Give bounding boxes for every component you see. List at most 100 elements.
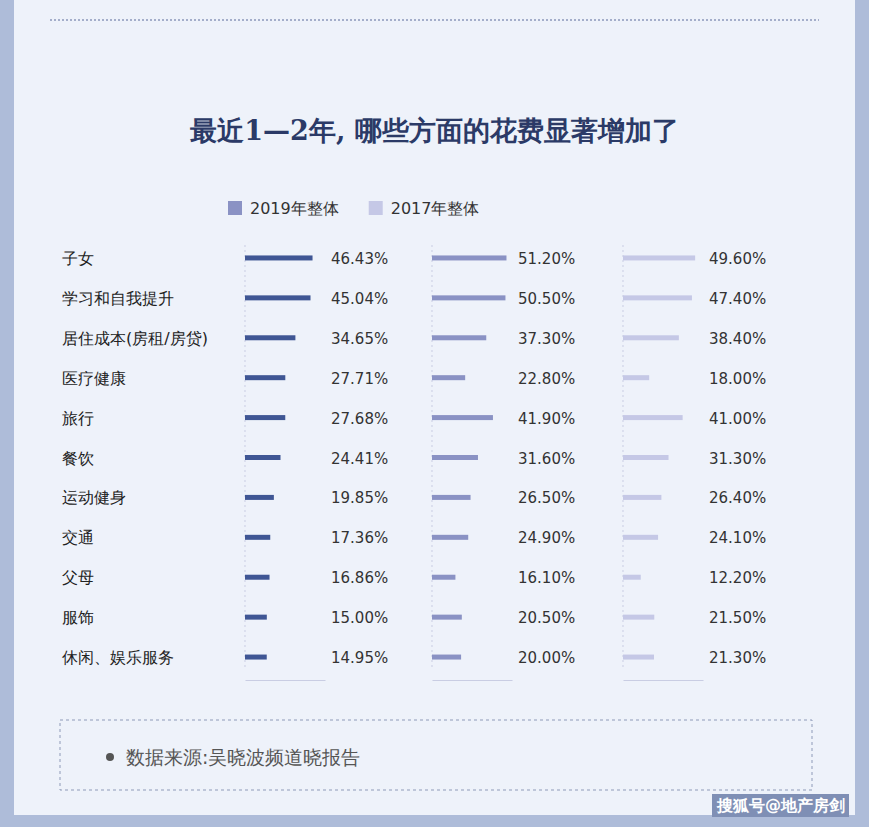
- bar: [245, 295, 311, 300]
- bullet: [106, 753, 114, 761]
- bar: [623, 295, 692, 300]
- legend-swatch: [228, 201, 242, 215]
- data-label: 26.40%: [709, 489, 766, 507]
- data-label: 20.50%: [518, 609, 575, 627]
- bar: [623, 375, 649, 380]
- data-label: 45.04%: [331, 290, 388, 308]
- data-label: 49.60%: [709, 250, 766, 268]
- data-labels: 49.60% 47.40% 38.40% 18.00% 41.00% 31.30% 26.4…: [709, 250, 766, 667]
- bars: [432, 255, 506, 659]
- data-label: 21.30%: [709, 649, 766, 667]
- bar: [623, 615, 654, 620]
- category-label: 运动健身: [62, 488, 126, 507]
- bar: [245, 535, 270, 540]
- bars: [245, 255, 313, 659]
- category-label: 居住成本(房租/房贷): [62, 329, 208, 348]
- category-labels: 子女学习和自我提升居住成本(房租/房贷) 医疗健康旅行餐饮运动健身交通父母服饰休闲…: [62, 249, 208, 667]
- bar: [245, 575, 270, 580]
- category-label: 交通: [62, 528, 94, 547]
- data-label: 16.86%: [331, 569, 388, 587]
- data-label: 31.60%: [518, 450, 575, 468]
- bar: [245, 495, 274, 500]
- bar: [245, 415, 285, 420]
- axis-line: [624, 680, 704, 681]
- data-label: 26.50%: [518, 489, 575, 507]
- data-labels: 51.20%50.50%37.30%22.80%41.90%31.60%26.5…: [518, 250, 575, 667]
- watermark-bg: [712, 794, 849, 817]
- bar: [432, 415, 493, 420]
- data-label: 38.40%: [709, 330, 766, 348]
- axis-line: [246, 680, 326, 681]
- data-label: 34.65%: [331, 330, 388, 348]
- x-axis: [246, 680, 326, 681]
- data-label: 12.20%: [709, 569, 766, 587]
- legend-swatch: [369, 201, 383, 215]
- x-axis: [624, 680, 704, 681]
- bar: [432, 615, 462, 620]
- bar: [623, 255, 695, 260]
- background: [0, 0, 869, 827]
- axis-line: [433, 680, 513, 681]
- data-label: 41.00%: [709, 410, 766, 428]
- data-label: 31.30%: [709, 450, 766, 468]
- bar: [432, 535, 468, 540]
- bar: [245, 655, 267, 660]
- source: 数据来源:吴晓波频道晓报告: [126, 746, 360, 768]
- category-label: 子女: [62, 249, 94, 268]
- data-label: 18.00%: [709, 370, 766, 388]
- data-label: 37.30%: [518, 330, 575, 348]
- data-label: 51.20%: [518, 250, 575, 268]
- data-label: 24.90%: [518, 529, 575, 547]
- panel: [14, 0, 855, 815]
- bar: [623, 495, 661, 500]
- data-label: 20.00%: [518, 649, 575, 667]
- data-label: 19.85%: [331, 489, 388, 507]
- data-label: 46.43%: [331, 250, 388, 268]
- bar: [432, 335, 486, 340]
- bar: [245, 335, 295, 340]
- bar: [623, 415, 683, 420]
- data-label: 17.36%: [331, 529, 388, 547]
- bar: [623, 455, 669, 460]
- bar: [245, 615, 267, 620]
- bar: [623, 575, 641, 580]
- bar: [432, 495, 471, 500]
- bar: [432, 575, 455, 580]
- data-label: 24.10%: [709, 529, 766, 547]
- bars: [623, 255, 695, 659]
- bar: [245, 455, 281, 460]
- data-label: 15.00%: [331, 609, 388, 627]
- category-label: 休闲、娱乐服务: [62, 648, 174, 667]
- bar: [432, 255, 506, 260]
- bar: [623, 655, 654, 660]
- category-label: 服饰: [62, 608, 94, 627]
- bar: [623, 335, 679, 340]
- data-label: 50.50%: [518, 290, 575, 308]
- category-label: 父母: [62, 568, 94, 587]
- x-axis: [433, 680, 513, 681]
- bar: [432, 655, 461, 660]
- divider: [50, 20, 819, 21]
- category-label: 餐饮: [62, 449, 94, 468]
- bar: [245, 375, 285, 380]
- category-label: 医疗健康: [62, 369, 126, 388]
- bar: [432, 295, 505, 300]
- legend-label: 2019年整体: [250, 199, 339, 218]
- bar: [245, 255, 313, 260]
- data-label: 41.90%: [518, 410, 575, 428]
- watermark: 搜狐号@地产房剑: [716, 796, 845, 815]
- legend: 2019年整体 2017年整体: [228, 199, 479, 218]
- data-label: 14.95%: [331, 649, 388, 667]
- source-box: [60, 720, 812, 790]
- bar: [432, 375, 465, 380]
- legend-label: 2017年整体: [391, 199, 480, 218]
- chart: 最近1—2年, 哪些方面的花费显著增加了 2019年整体 2017年整体子女学习和自…: [0, 0, 869, 827]
- data-label: 16.10%: [518, 569, 575, 587]
- category-label: 学习和自我提升: [62, 289, 174, 308]
- bar: [432, 455, 478, 460]
- data-labels: 46.43%45.04%34.65%27.71%27.68%24.41%19.8…: [331, 250, 388, 667]
- category-label: 旅行: [62, 409, 94, 428]
- title: 最近1—2年, 哪些方面的花费显著增加了: [189, 115, 678, 146]
- data-label: 47.40%: [709, 290, 766, 308]
- data-label: 27.68%: [331, 410, 388, 428]
